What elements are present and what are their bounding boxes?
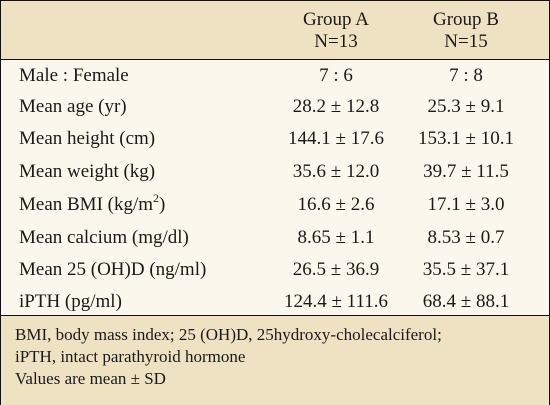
group-a-value: 28.2 ± 12.8	[292, 96, 380, 117]
row-label: Mean height (cm)	[19, 128, 156, 149]
group-a-value: 26.5 ± 36.9	[292, 259, 380, 280]
group-a-value: 124.4 ± 111.6	[283, 291, 389, 312]
row-label-text: Mean BMI (kg/m	[19, 194, 154, 215]
group-b-value: 39.7 ± 11.5	[423, 161, 509, 182]
row-label: Mean age (yr)	[19, 96, 127, 117]
group-b-header: Group B N=15	[396, 9, 536, 53]
group-b-value: 25.3 ± 9.1	[427, 96, 505, 117]
table-header: Group A N=13 Group B N=15	[1, 1, 549, 60]
row-label: Male : Female	[19, 65, 129, 86]
table-row: Mean 25 (OH)D (ng/ml) 26.5 ± 36.9 35.5 ±…	[1, 255, 549, 284]
table-row: Mean BMI (kg/m2) 16.6 ± 2.6 17.1 ± 3.0	[1, 190, 549, 219]
group-b-value: 7 : 8	[449, 65, 483, 86]
footnote-abbreviations-cont: iPTH, intact parathyroid hormone	[15, 347, 246, 366]
footnote-abbreviations: BMI, body mass index; 25 (OH)D, 25hydrox…	[15, 325, 442, 344]
table-row: Mean height (cm) 144.1 ± 17.6 153.1 ± 10…	[1, 124, 549, 153]
group-a-value: 144.1 ± 17.6	[288, 128, 384, 149]
group-a-value: 7 : 6	[319, 65, 353, 86]
table-footnote: BMI, body mass index; 25 (OH)D, 25hydrox…	[1, 315, 549, 405]
group-a-header: Group A N=13	[271, 9, 401, 53]
group-a-name: Group A	[303, 9, 369, 30]
group-b-value: 17.1 ± 3.0	[427, 194, 505, 215]
group-b-count: N=15	[444, 31, 488, 52]
row-label-superscript: 2	[153, 190, 160, 205]
group-a-value: 35.6 ± 12.0	[292, 161, 380, 182]
group-b-value: 8.53 ± 0.7	[427, 227, 505, 248]
group-b-value: 153.1 ± 10.1	[418, 128, 514, 149]
group-a-count: N=13	[314, 31, 358, 52]
table-row: Mean age (yr) 28.2 ± 12.8 25.3 ± 9.1	[1, 92, 549, 121]
table-row: Mean weight (kg) 35.6 ± 12.0 39.7 ± 11.5	[1, 157, 549, 186]
row-label-close: )	[159, 194, 166, 215]
footnote-values: Values are mean ± SD	[15, 369, 166, 388]
table-row: iPTH (pg/ml) 124.4 ± 111.6 68.4 ± 88.1	[1, 287, 549, 316]
row-label: Mean calcium (mg/dl)	[19, 227, 189, 248]
group-b-name: Group B	[433, 9, 499, 30]
table-row: Mean calcium (mg/dl) 8.65 ± 1.1 8.53 ± 0…	[1, 223, 549, 252]
table-row: Male : Female 7 : 6 7 : 8	[1, 61, 549, 90]
group-a-value: 16.6 ± 2.6	[297, 194, 375, 215]
row-label: Mean 25 (OH)D (ng/ml)	[19, 259, 207, 280]
row-label: Mean weight (kg)	[19, 161, 156, 182]
group-b-value: 68.4 ± 88.1	[422, 291, 510, 312]
row-label: Mean BMI (kg/m2)	[19, 190, 165, 219]
group-b-value: 35.5 ± 37.1	[422, 259, 510, 280]
row-label: iPTH (pg/ml)	[19, 291, 122, 312]
group-a-value: 8.65 ± 1.1	[297, 227, 375, 248]
